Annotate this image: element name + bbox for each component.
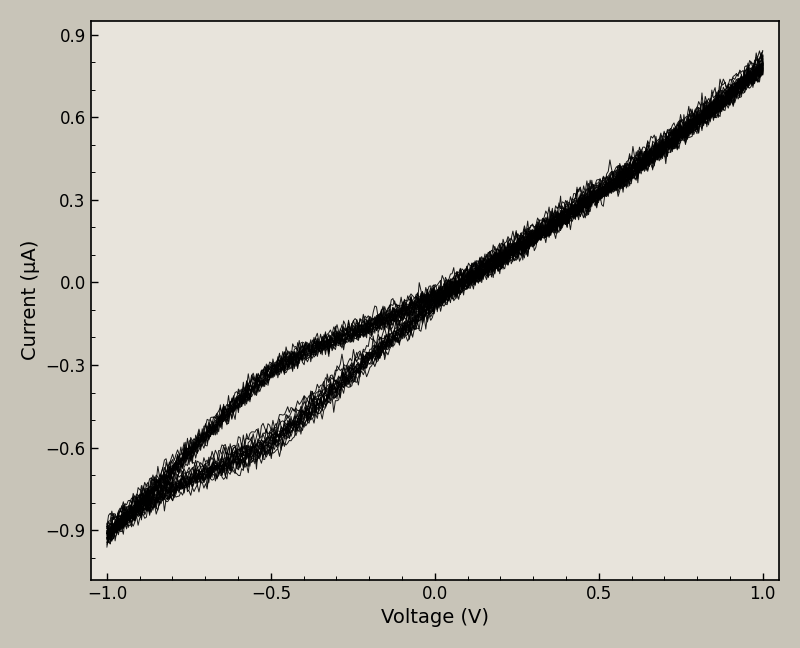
- X-axis label: Voltage (V): Voltage (V): [381, 608, 489, 627]
- Y-axis label: Current (μA): Current (μA): [21, 240, 40, 360]
